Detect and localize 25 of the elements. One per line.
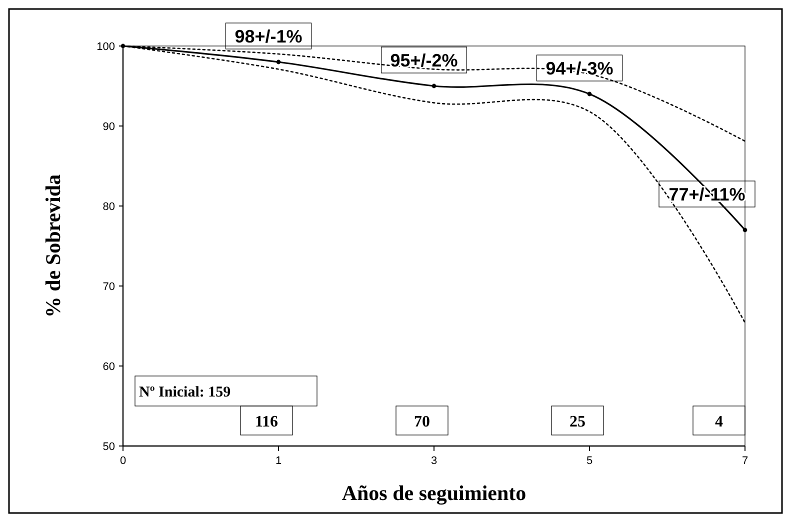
- x-tick-label: 1: [275, 455, 282, 467]
- annotation: 98+/-1%: [234, 26, 302, 46]
- x-tick-label: 3: [430, 455, 438, 467]
- annotation: 95+/-2%: [390, 50, 458, 70]
- annotation: Nº Inicial: 159: [139, 384, 231, 400]
- annotation: 70: [414, 414, 430, 431]
- annotation: 4: [715, 414, 723, 431]
- x-tick-label: 5: [586, 455, 593, 467]
- x-tick-label: 0: [120, 455, 126, 467]
- x-tick-label: 7: [742, 455, 748, 467]
- annotation: 94+/-3%: [546, 58, 614, 78]
- y-tick-label: 100: [96, 40, 115, 53]
- y-tick-label: 60: [102, 360, 115, 373]
- annotation: 25: [570, 414, 586, 431]
- point: [742, 228, 748, 232]
- y-axis-title: % de Sobrevida: [41, 174, 65, 318]
- y-tick-label: 50: [102, 440, 115, 453]
- x-axis-title: Años de seguimiento: [342, 481, 526, 505]
- y-tick-label: 80: [102, 200, 115, 213]
- point: [276, 60, 281, 64]
- y-tick-label: 70: [102, 280, 115, 293]
- point: [432, 84, 436, 88]
- y-tick-label: 90: [102, 120, 115, 133]
- annotation: 116: [254, 414, 278, 431]
- point: [587, 92, 592, 96]
